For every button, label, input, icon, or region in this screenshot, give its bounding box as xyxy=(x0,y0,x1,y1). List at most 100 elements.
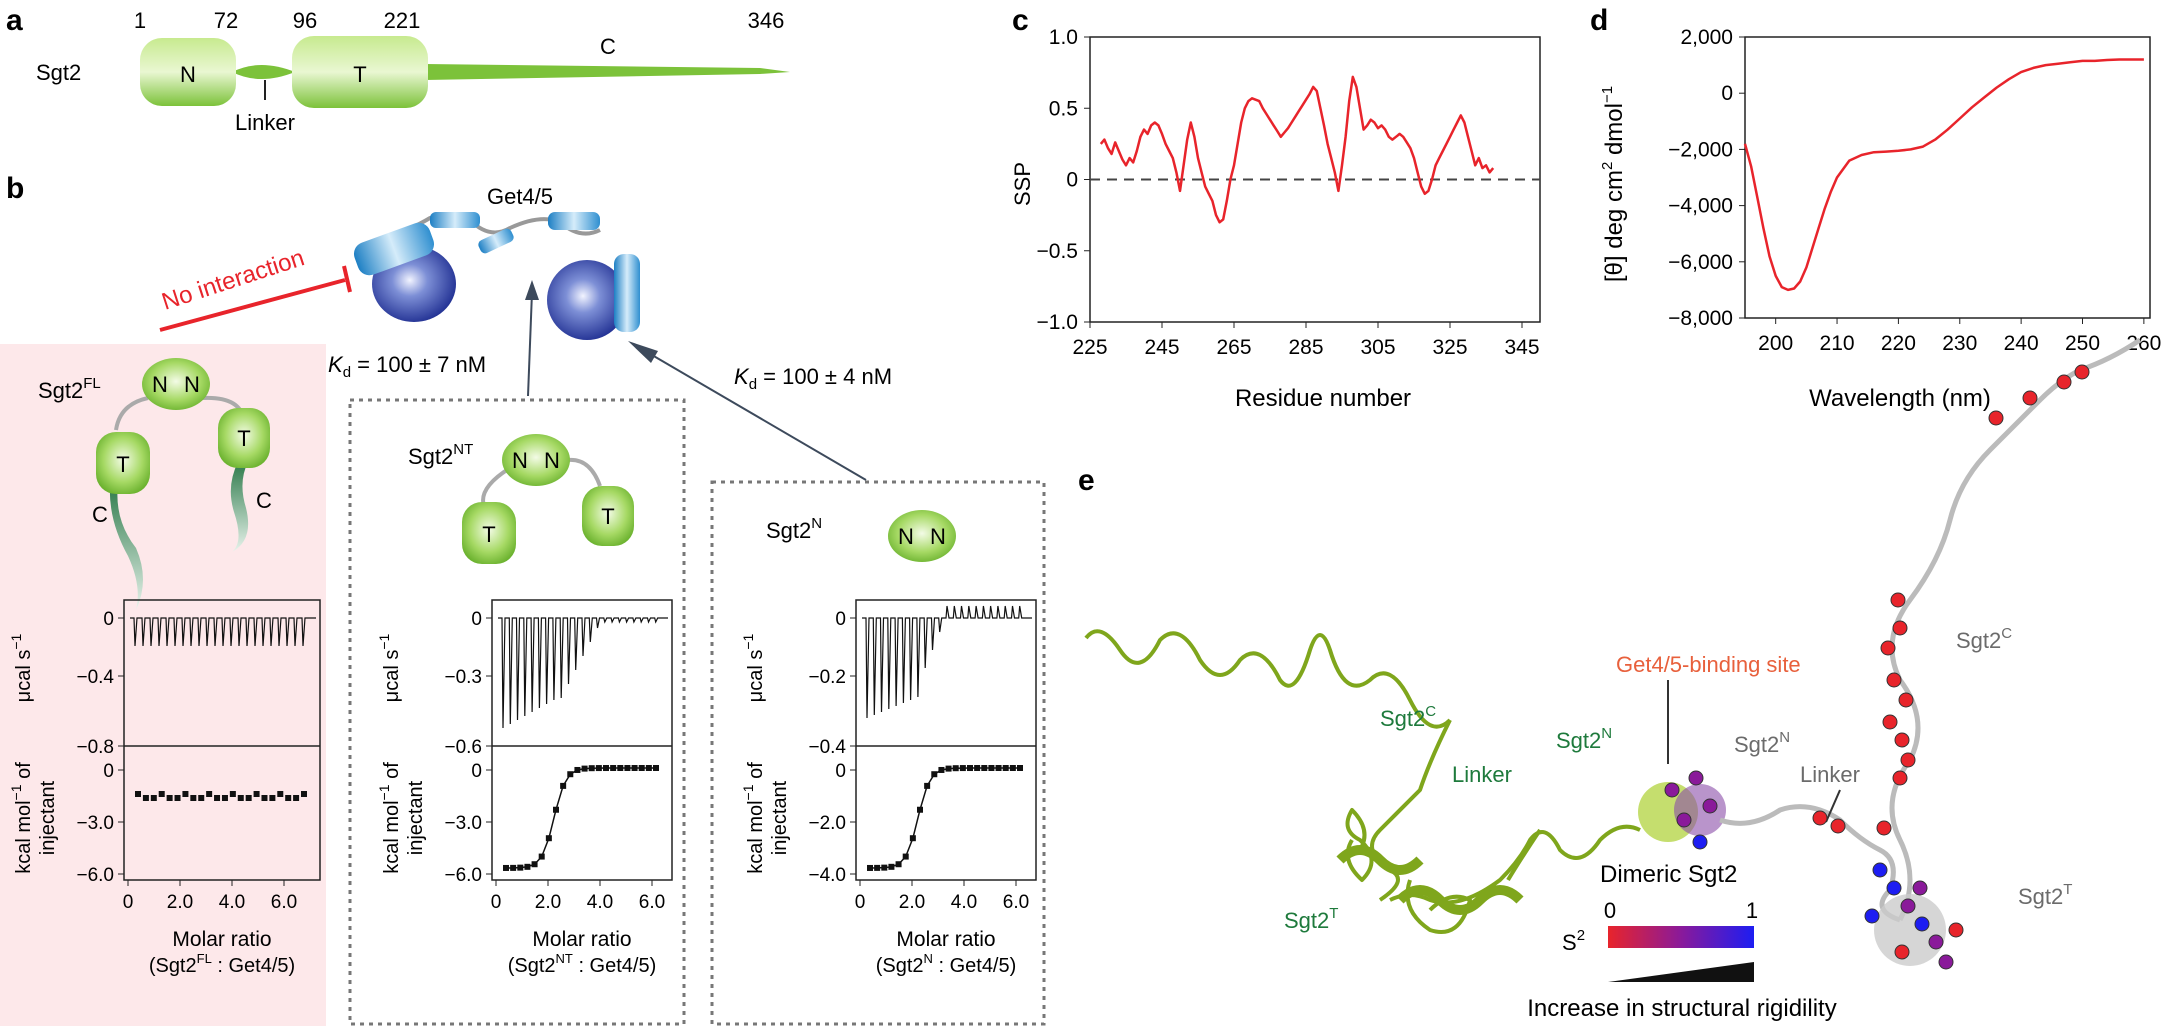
fl-t-right xyxy=(218,408,270,468)
fl-c-tail-left xyxy=(109,484,143,610)
itc-x-tick-label: 2.0 xyxy=(535,892,561,913)
itc-bottom-ylabel: kcal mol−1 of xyxy=(8,762,35,874)
y-tick-label: −2,000 xyxy=(1668,138,1733,161)
y-tick-label: 0 xyxy=(1721,82,1733,105)
itc-bottom-tick-label: −4.0 xyxy=(808,865,846,886)
itc-xlabel: Molar ratio xyxy=(896,928,995,951)
arrow-nt-head xyxy=(525,280,539,300)
itc-x-tick-label: 0 xyxy=(123,892,134,913)
residue-sphere xyxy=(1900,898,1916,914)
arrow-nt xyxy=(527,291,533,397)
residue-sphere xyxy=(1928,934,1944,950)
nt-n-dimer xyxy=(502,434,570,486)
nt-t-left-label: T xyxy=(482,522,495,547)
itc-xlabel-sub: (Sgt2N : Get4/5) xyxy=(876,951,1017,977)
left-n-label: Sgt2N xyxy=(1556,725,1612,753)
scale-max-label: 1 xyxy=(1746,898,1758,923)
arrow-n xyxy=(639,347,867,481)
sgt2-nt-label: Sgt2NT xyxy=(408,441,473,469)
get45-label: Get4/5 xyxy=(487,184,553,209)
y-tick-label: −4,000 xyxy=(1668,195,1733,218)
y-tick-label: −8,000 xyxy=(1668,307,1733,330)
right-c-label: Sgt2C xyxy=(1956,625,2012,653)
itc-x-tick-label: 4.0 xyxy=(587,892,613,913)
green-structure xyxy=(1084,629,1641,934)
residue-sphere xyxy=(2022,390,2038,406)
s2-label: S2 xyxy=(1562,927,1585,955)
structure-panel: Sgt2C Linker Sgt2N Sgt2T Get4/5-binding … xyxy=(1084,337,2142,1022)
residue-sphere xyxy=(1676,812,1692,828)
nt-n2: N xyxy=(544,448,560,473)
grey-c-chain xyxy=(1889,337,2142,922)
fl-t-left-label: T xyxy=(116,452,129,477)
nt-tether-left xyxy=(481,466,512,507)
itc-x-tick-label: 0 xyxy=(491,892,502,913)
position-96: 96 xyxy=(293,8,317,33)
residue-sphere xyxy=(1914,916,1930,932)
fl-panel-background xyxy=(0,344,326,1026)
itc-bottom-ylabel: kcal mol−1 of xyxy=(376,762,403,874)
n-n1: N xyxy=(898,524,914,549)
itc-data-point xyxy=(293,795,300,801)
nt-t-left xyxy=(462,502,516,564)
itc-bottom-tick-label: −3.0 xyxy=(444,813,482,834)
sgt2-nt-cartoon: Sgt2NT N N T T xyxy=(408,434,634,564)
itc-xlabel: Molar ratio xyxy=(532,928,631,951)
residue-sphere xyxy=(1886,672,1902,688)
helix-5 xyxy=(614,254,640,332)
itc-x-tick-label: 2.0 xyxy=(167,892,193,913)
itc-xlabel-sub: (Sgt2FL : Get4/5) xyxy=(149,951,295,977)
residue-sphere xyxy=(1912,880,1928,896)
plot-frame xyxy=(1744,36,2151,319)
rigidity-wedge xyxy=(1608,962,1754,982)
residue-sphere xyxy=(1880,640,1896,656)
get4-globule-right xyxy=(547,260,627,340)
panel-label-c: c xyxy=(1012,4,1029,37)
n-n2: N xyxy=(930,524,946,549)
panel-label-b: b xyxy=(6,172,24,205)
fl-c-left-label: C xyxy=(92,502,108,527)
nt-panel-box xyxy=(348,398,686,1026)
itc-raw-trace xyxy=(130,617,316,647)
itc-xlabel-sub: (Sgt2NT : Get4/5) xyxy=(508,951,657,977)
green-helix-bundle xyxy=(1396,885,1524,915)
c-domain-label: C xyxy=(600,34,616,59)
panel-label-e: e xyxy=(1078,464,1095,497)
linker-label: Linker xyxy=(235,110,295,135)
sgt2-n-label: Sgt2N xyxy=(766,515,822,543)
itc-top-tick-label: −0.8 xyxy=(76,737,114,758)
protein-name: Sgt2 xyxy=(36,60,81,85)
nt-t-right xyxy=(582,486,634,546)
itc-bottom-tick-label: 0 xyxy=(835,761,846,782)
itc-top-tick-label: −0.3 xyxy=(444,667,482,688)
residue-sphere xyxy=(1872,862,1888,878)
itc-top-tick-label: −0.2 xyxy=(808,667,846,688)
right-linker-pointer xyxy=(1825,789,1841,823)
purple-n-domain xyxy=(1674,784,1726,836)
y-tick-label: 0 xyxy=(1066,169,1078,192)
y-tick-label: 1.0 xyxy=(1049,26,1078,49)
itc-data-point xyxy=(229,791,236,797)
itc-x-tick-label: 4.0 xyxy=(219,892,245,913)
itc-data-point xyxy=(158,791,165,797)
residue-sphere xyxy=(1894,944,1910,960)
fl-n1: N xyxy=(152,372,168,397)
x-tick-label: 245 xyxy=(1144,336,1179,359)
domain-diagram: Sgt2 1 72 96 221 346 N T C Linker xyxy=(36,8,790,135)
itc-bottom-tick-label: −2.0 xyxy=(808,813,846,834)
helix-4 xyxy=(548,212,600,230)
residue-sphere xyxy=(1890,592,1906,608)
data-series-line xyxy=(1743,58,2144,292)
itc-bottom-ylabel-line2: injectant xyxy=(37,780,59,855)
grey-t-domain xyxy=(1874,894,1946,966)
nt-n1: N xyxy=(512,448,528,473)
helix-1 xyxy=(353,222,435,276)
itc-data-point xyxy=(166,795,173,801)
x-tick-label: 240 xyxy=(2004,332,2039,355)
sgt2-fl-cartoon: Sgt2FL N N T T C C xyxy=(38,358,272,610)
itc-data-point xyxy=(142,795,149,801)
residue-sphere xyxy=(1812,810,1828,826)
itc-x-tick-label: 2.0 xyxy=(899,892,925,913)
y-tick-label: −6,000 xyxy=(1668,251,1733,274)
